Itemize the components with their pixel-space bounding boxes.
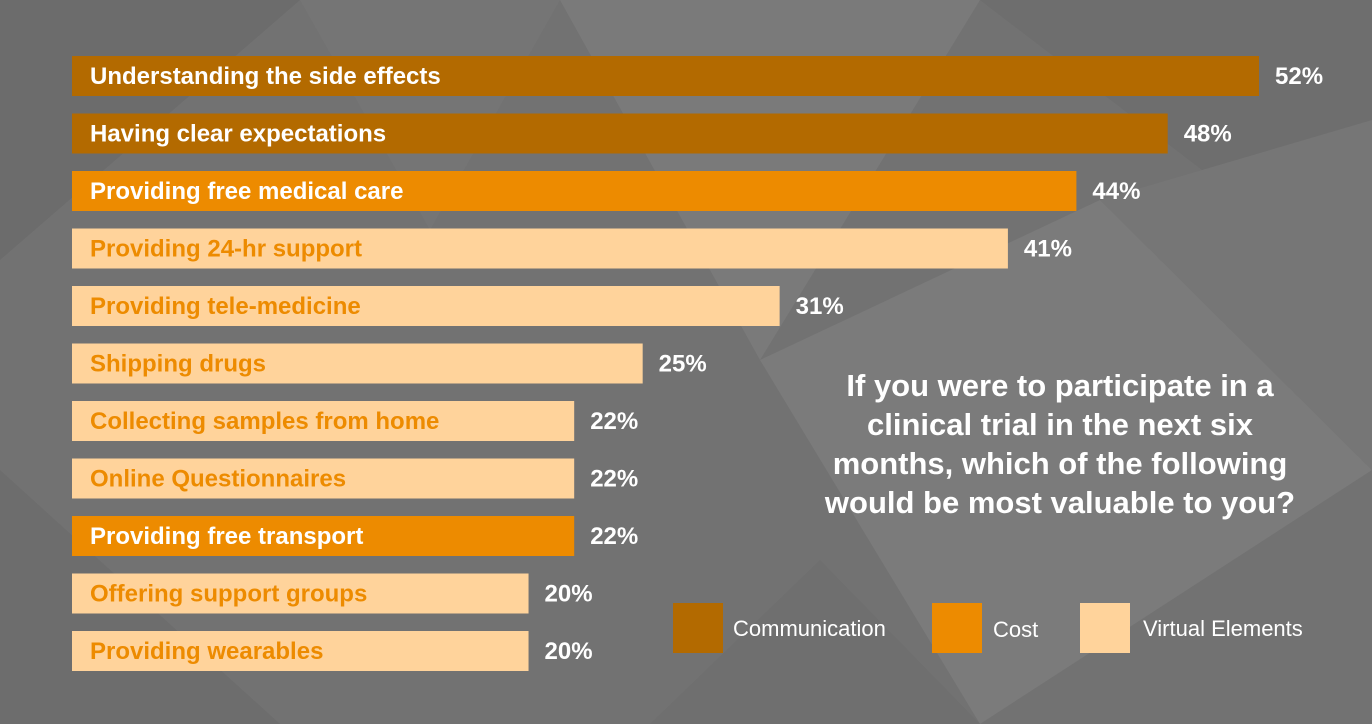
bar-providing-free-medical-care [72,171,1077,211]
bar-label-providing-24-hr-support: Providing 24-hr support [90,236,362,263]
bar-understanding-the-side-effects [72,56,1259,96]
value-label-collecting-samples-from-home: 22% [590,408,638,435]
bar-having-clear-expectations [72,113,1168,154]
value-label-providing-free-medical-care: 44% [1092,178,1140,205]
legend-swatch-cost [932,603,982,653]
legend-swatch-virtual-elements [1080,603,1130,653]
legend-swatch-communication [673,603,723,653]
bar-providing-free-transport [72,516,575,556]
question-line-3: months, which of the following [832,446,1288,481]
value-label-providing-wearables: 20% [545,638,593,665]
value-label-providing-24-hr-support: 41% [1024,236,1072,263]
value-label-offering-support-groups: 20% [545,581,593,608]
bar-collecting-samples-from-home [72,401,575,441]
bar-label-shipping-drugs: Shipping drugs [90,351,266,378]
question-line-2: clinical trial in the next six [867,407,1253,442]
legend-label-communication: Communication [733,616,886,641]
value-label-online-questionnaires: 22% [590,466,638,493]
value-label-understanding-the-side-effects: 52% [1275,63,1323,90]
value-label-having-clear-expectations: 48% [1184,121,1232,148]
bar-label-providing-tele-medicine: Providing tele-medicine [90,293,361,320]
legend-label-virtual-elements: Virtual Elements [1143,616,1303,641]
bar-label-providing-free-medical-care: Providing free medical care [90,178,403,205]
legend-label-cost: Cost [993,617,1039,642]
bar-shipping-drugs [72,343,643,384]
question-line-4: would be most valuable to you? [824,485,1296,520]
bar-label-online-questionnaires: Online Questionnaires [90,466,346,493]
bar-providing-wearables [72,631,529,671]
value-label-providing-tele-medicine: 31% [796,293,844,320]
bar-offering-support-groups [72,573,529,614]
bar-label-providing-free-transport: Providing free transport [90,523,363,550]
bar-online-questionnaires [72,458,575,499]
value-label-providing-free-transport: 22% [590,523,638,550]
bar-label-understanding-the-side-effects: Understanding the side effects [90,63,441,90]
value-label-shipping-drugs: 25% [659,351,707,378]
bar-label-having-clear-expectations: Having clear expectations [90,121,386,148]
bar-label-providing-wearables: Providing wearables [90,638,323,665]
question-line-1: If you were to participate in a [846,368,1274,403]
bar-providing-tele-medicine [72,286,780,326]
chart-question: If you were to participate in a clinical… [790,366,1330,522]
bar-label-collecting-samples-from-home: Collecting samples from home [90,408,439,435]
bar-providing-24-hr-support [72,228,1008,269]
bar-label-offering-support-groups: Offering support groups [90,581,367,608]
